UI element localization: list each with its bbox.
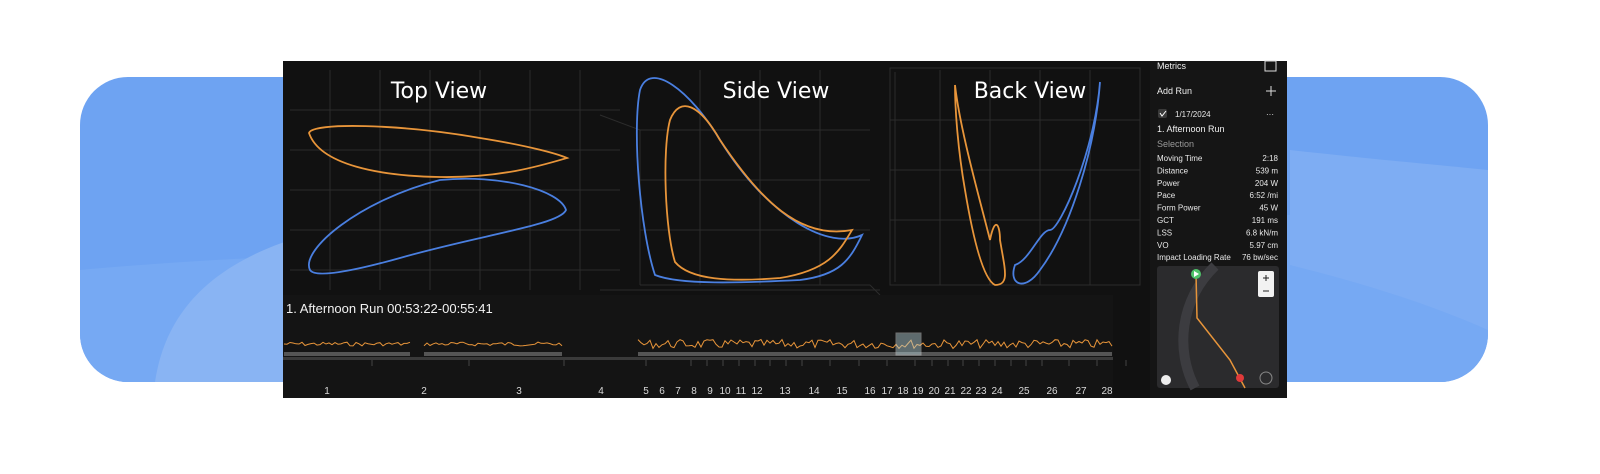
lap-label: 23 [975,386,987,397]
lap-label: 14 [808,386,820,397]
lap-label: 26 [1046,386,1058,397]
metric-value: 5.97 cm [1250,241,1279,250]
view-title: Back View [974,79,1087,104]
lap-label: 13 [779,386,791,397]
lap-label: 22 [960,386,972,397]
check-mark [1159,110,1167,117]
lap-label: 27 [1075,386,1087,397]
metric-value: 6.8 kN/m [1246,228,1278,237]
metric-label: Form Power [1157,204,1201,213]
lap-label: 16 [864,386,876,397]
view-title: Top View [390,79,487,104]
waveform-base [424,352,562,356]
map [1157,262,1279,391]
lap-label: 12 [751,386,763,397]
metric-value: 204 W [1255,179,1279,188]
lap-label: 11 [736,386,747,397]
metric-value: 6:52 /mi [1250,191,1279,200]
waveform-base [638,352,1112,356]
lap-labels: 1 2 3 4 5 6 7 8 9 10 11 12 13 14 15 16 17 18 19 20 21 22 23 24 2… [324,360,1153,397]
lap-label: 19 [912,386,924,397]
zoom-control[interactable] [1258,271,1274,297]
metric-label: Power [1157,179,1180,188]
lap-label: 7 [675,386,681,397]
lap-label: 10 [719,386,731,397]
metric-value: 539 m [1256,166,1279,175]
run-date: 1/17/2024 [1175,110,1211,119]
metric-value: 76 bw/sec [1242,253,1278,262]
lap-label: 25 [1018,386,1030,397]
add-icon[interactable] [1266,86,1276,96]
lap-label: 2 [421,386,427,397]
waveform-line [283,341,411,347]
add-run[interactable]: Add Run [1157,86,1192,96]
lap-label: 28 [1101,386,1113,397]
lap-label: 18 [897,386,909,397]
timeline-label: 1. Afternoon Run 00:53:22-00:55:41 [286,301,493,316]
run-checkbox[interactable] [1158,109,1167,118]
lap-label: 6 [659,386,665,397]
lap-label: 17 [881,386,893,397]
lap-label: 21 [944,386,956,397]
metric-label: GCT [1157,216,1174,225]
lap-label: 4 [598,386,604,397]
waveform-line [423,341,563,347]
view-grids [290,67,1141,296]
timeline-track [283,357,1113,360]
metric-label: Impact Loading Rate [1157,253,1231,262]
lap-label: 3 [516,386,522,397]
lap-label: 8 [691,386,697,397]
metric-label: VO [1157,241,1169,250]
metric-list: Moving Time 2:18 Distance 539 m Power 204 W Pa… [1157,154,1279,262]
more-icon[interactable]: ··· [1266,110,1274,119]
metric-label: LSS [1157,228,1172,237]
timeline-panel [283,295,1113,398]
metric-value: 191 ms [1252,216,1278,225]
expand-icon[interactable] [1264,60,1277,72]
timeline-selection[interactable] [895,332,922,356]
lap-label: 9 [707,386,713,397]
metrics-title: Metrics [1157,61,1186,71]
metric-value: 2:18 [1262,154,1278,163]
run-name: 1. Afternoon Run [1157,124,1225,134]
selection-label: Selection [1157,139,1194,149]
lap-label: 24 [991,386,1003,397]
metric-label: Distance [1157,166,1189,175]
lap-label: 1 [324,386,330,397]
metric-label: Pace [1157,191,1176,200]
lap-label: 15 [836,386,848,397]
lap-label: 20 [928,386,940,397]
timeline-waveform [283,338,1113,356]
waveform-line [637,338,1113,350]
metric-value: 45 W [1259,204,1278,213]
lap-label: 5 [643,386,649,397]
metric-label: Moving Time [1157,154,1203,163]
waveform-base [284,352,410,356]
trajectory-curves [308,77,1101,286]
view-title: Side View [723,79,830,104]
